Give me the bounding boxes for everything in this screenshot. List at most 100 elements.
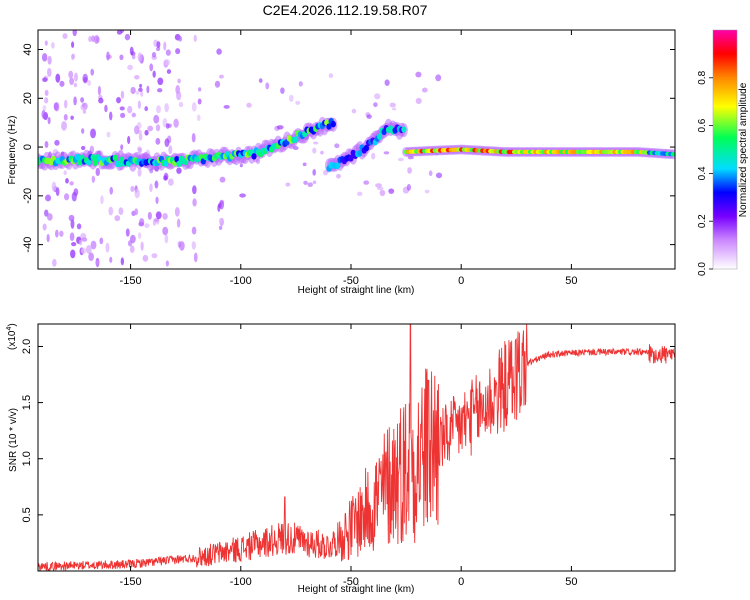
- snr-x-tick-label: -100: [230, 576, 252, 588]
- snr-y-ticks: 0.5 1.0 1.5 2.0: [21, 339, 675, 523]
- spectrogram-noise-speck: [156, 105, 161, 114]
- spectrogram-noise-speck: [165, 123, 170, 129]
- spectrogram-noise-speck: [85, 245, 92, 254]
- spectrogram-noise-speck: [312, 180, 317, 185]
- spectrogram-noise-speck: [120, 144, 124, 151]
- spectrogram-noise-speck: [80, 145, 86, 151]
- spectrogram-noise-speck: [389, 102, 396, 108]
- spectrogram-noise-speck: [44, 141, 49, 148]
- ridge-point: [348, 155, 354, 162]
- spectrogram-noise-speck: [131, 112, 136, 118]
- spectrogram-noise-speck: [134, 188, 140, 199]
- spectrogram-noise-speck: [91, 175, 96, 183]
- spectrogram-noise-speck: [44, 209, 49, 217]
- spectrogram-noise-speck: [134, 208, 139, 216]
- ridge-point: [92, 159, 98, 166]
- spectrogram-y-label: Frequency (Hz): [7, 116, 18, 185]
- spectrogram-noise-speck: [218, 202, 222, 209]
- spectrogram-noise-speck: [70, 249, 76, 259]
- spectrogram-noise-speck: [134, 125, 140, 135]
- spectrogram-noise-speck: [42, 223, 47, 231]
- spectrogram-noise-speck: [320, 150, 324, 155]
- spectrogram-noise-speck: [44, 97, 49, 104]
- spectrogram-noise-speck: [421, 87, 428, 93]
- spectrogram-noise-speck: [44, 40, 48, 46]
- spectrogram-noise-speck: [81, 128, 85, 134]
- spectrogram-noise-speck: [59, 80, 65, 87]
- spectrogram-y-tick-label: 20: [22, 92, 34, 104]
- svg-text:(x104): (x104): [6, 323, 18, 350]
- spectrogram-noise-speck: [336, 173, 341, 179]
- snr-x-tick-label: 50: [565, 576, 577, 588]
- spectrogram-noise-speck: [193, 252, 198, 263]
- spectrogram-noise-speck: [406, 184, 411, 191]
- ridge-point: [75, 153, 81, 161]
- spectrogram-noise-speck: [144, 106, 148, 112]
- spectrogram-noise-speck: [109, 186, 114, 195]
- spectrogram-noise-speck: [191, 241, 196, 250]
- snr-y-label: SNR (10 * v/v): [8, 408, 19, 472]
- spectrogram-noise-speck: [81, 237, 88, 242]
- spectrogram-noise-speck: [164, 138, 170, 147]
- spectrogram-x-label: Height of straight line (km): [298, 285, 415, 296]
- spectrogram-noise-speck: [216, 48, 222, 55]
- ridge-point: [176, 160, 182, 167]
- spectrogram-noise-speck: [302, 162, 307, 167]
- spectrogram-noise-speck: [71, 242, 77, 247]
- snr-x-ticks: -150 -100 -50 0 50: [120, 324, 578, 588]
- spectrogram-x-tick-label: 50: [565, 275, 577, 287]
- spectrogram-noise-speck: [176, 90, 182, 101]
- spectrogram-noise-speck: [104, 104, 108, 113]
- spectrogram-noise-speck: [68, 70, 74, 79]
- spectrogram-noise-speck: [55, 73, 61, 83]
- ridge-point: [357, 150, 363, 157]
- colorbar-tick-label: 0.8: [697, 70, 708, 84]
- colorbar-tick-label: 0.6: [697, 118, 708, 132]
- spectrogram-y-tick-label: -20: [22, 188, 34, 204]
- spectrogram-noise-speck: [366, 114, 372, 119]
- spectrogram-noise-speck: [125, 228, 130, 237]
- snr-y-multiplier: (x104): [6, 323, 18, 350]
- spectrogram-noise-speck: [168, 145, 173, 155]
- spectrogram-noise-speck: [197, 98, 202, 105]
- spectrogram-noise-speck: [52, 258, 57, 267]
- colorbar-tick-label: 0.4: [697, 166, 708, 180]
- spectrogram-noise-speck: [162, 212, 168, 220]
- spectrogram-noise-speck: [138, 87, 143, 92]
- spectrogram-noise-speck: [137, 232, 142, 240]
- spectrogram-noise-speck: [46, 67, 52, 77]
- spectrogram-noise-speck: [177, 78, 181, 84]
- spectrogram-noise-speck: [140, 241, 144, 251]
- snr-y-tick-label: 1.5: [21, 395, 33, 410]
- spectrogram-noise-speck: [167, 178, 174, 186]
- spectrogram-noise-speck: [157, 88, 163, 93]
- spectrogram-noise-speck: [88, 252, 94, 261]
- spectrogram-noise-speck: [106, 131, 111, 138]
- spectrogram-noise-speck: [258, 78, 263, 83]
- spectrogram-noise-speck: [119, 54, 124, 61]
- snr-y-multiplier-base: (x10: [7, 330, 18, 350]
- spectrogram-noise-speck: [356, 191, 363, 197]
- spectrogram-noise-speck: [98, 97, 104, 104]
- spectrogram-x-tick-label: -50: [343, 275, 359, 287]
- spectrogram-noise-speck: [192, 198, 197, 207]
- spectrogram-noise-speck: [118, 207, 124, 215]
- spectrogram-noise-speck: [371, 152, 376, 160]
- spectrogram-noise-speck: [129, 234, 136, 244]
- spectrogram-noise-speck: [149, 183, 153, 193]
- spectrogram-noise-speck: [46, 234, 50, 243]
- spectrogram-noise-speck: [152, 70, 156, 78]
- spectrogram-noise-speck: [407, 167, 412, 174]
- spectrogram-noise-speck: [70, 115, 74, 120]
- spectrogram-noise-speck: [391, 107, 397, 111]
- spectrogram-y-tick-label: -40: [22, 237, 34, 253]
- spectrogram-noise-speck: [219, 176, 226, 183]
- spectrogram-noise-speck: [63, 170, 67, 176]
- spectrogram-noise-speck: [147, 125, 154, 132]
- spectrogram-noise-speck: [81, 102, 85, 108]
- spectrogram-noise-speck: [377, 186, 384, 191]
- spectrogram-noise-speck: [41, 53, 48, 62]
- spectrogram-noise-speck: [109, 256, 113, 263]
- spectrogram-noise-speck: [379, 189, 386, 197]
- spectrogram-noise-speck: [72, 30, 77, 37]
